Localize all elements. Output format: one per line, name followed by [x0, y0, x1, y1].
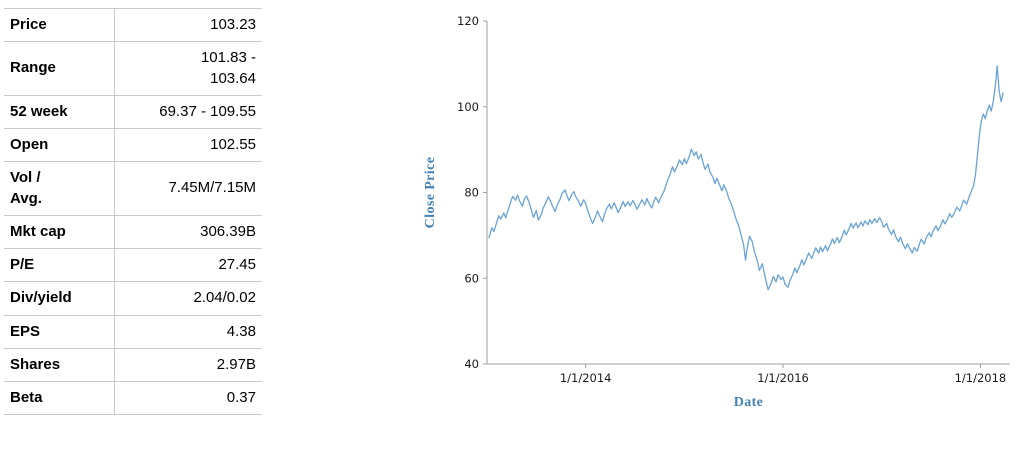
x-tick-label: 1/1/2014: [560, 371, 612, 385]
row-value: 0.37: [114, 381, 262, 416]
row-value: 306.39B: [114, 215, 262, 250]
x-axis-title: Date: [734, 395, 764, 410]
y-tick-label: 120: [457, 14, 479, 28]
row-label: Mkt cap: [4, 215, 115, 250]
row-label: EPS: [4, 315, 115, 349]
y-tick-label: 40: [464, 357, 479, 371]
row-value: 103.23: [114, 8, 262, 43]
quote-table: Price 103.23 Range 101.83 - 103.64 52 week…: [4, 8, 262, 416]
row-label: Price: [4, 8, 115, 43]
y-axis-title: Close Price: [423, 157, 438, 229]
row-label: 52 week: [4, 95, 115, 130]
y-tick-label: 100: [457, 100, 479, 114]
close-price-line: [488, 65, 1004, 291]
row-value: 69.37 - 109.55: [114, 95, 262, 130]
row-value: 4.38: [114, 315, 262, 349]
row-label: Beta: [4, 381, 115, 416]
row-value: 7.45M/7.15M: [114, 161, 262, 216]
row-label: Open: [4, 128, 115, 163]
table-row: Shares 2.97B: [4, 348, 262, 383]
table-row: Div/yield 2.04/0.02: [4, 281, 262, 316]
row-label: Div/yield: [4, 281, 115, 316]
table-row: Mkt cap 306.39B: [4, 215, 262, 250]
x-tick-label: 1/1/2018: [955, 371, 1007, 385]
row-value: 2.97B: [114, 348, 262, 383]
y-tick-label: 60: [464, 271, 479, 285]
table-row: P/E 27.45: [4, 248, 262, 283]
row-label: Vol / Avg.: [4, 161, 115, 216]
row-value: 102.55: [114, 128, 262, 163]
table-row: Vol / Avg. 7.45M/7.15M: [4, 161, 262, 216]
row-label: P/E: [4, 248, 115, 283]
x-tick-label: 1/1/2016: [757, 371, 809, 385]
row-label: Shares: [4, 348, 115, 383]
y-tick-label: 80: [464, 186, 479, 200]
row-value: 101.83 - 103.64: [114, 41, 262, 96]
chart-svg: 40 60 80 100 120 1/1/2014 1/1/2016 1/1/2018 Clos…: [423, 14, 1010, 410]
row-value: 27.45: [114, 248, 262, 283]
table-row: Open 102.55: [4, 128, 262, 163]
table-row: 52 week 69.37 - 109.55: [4, 95, 262, 130]
close-price-chart: 40 60 80 100 120 1/1/2014 1/1/2016 1/1/2018 Clos…: [420, 4, 1025, 434]
table-row: Range 101.83 - 103.64: [4, 41, 262, 96]
table-row: Price 103.23: [4, 8, 262, 43]
table-row: Beta 0.37: [4, 381, 262, 416]
row-label: Range: [4, 41, 115, 96]
row-value: 2.04/0.02: [114, 281, 262, 316]
table-row: EPS 4.38: [4, 315, 262, 349]
